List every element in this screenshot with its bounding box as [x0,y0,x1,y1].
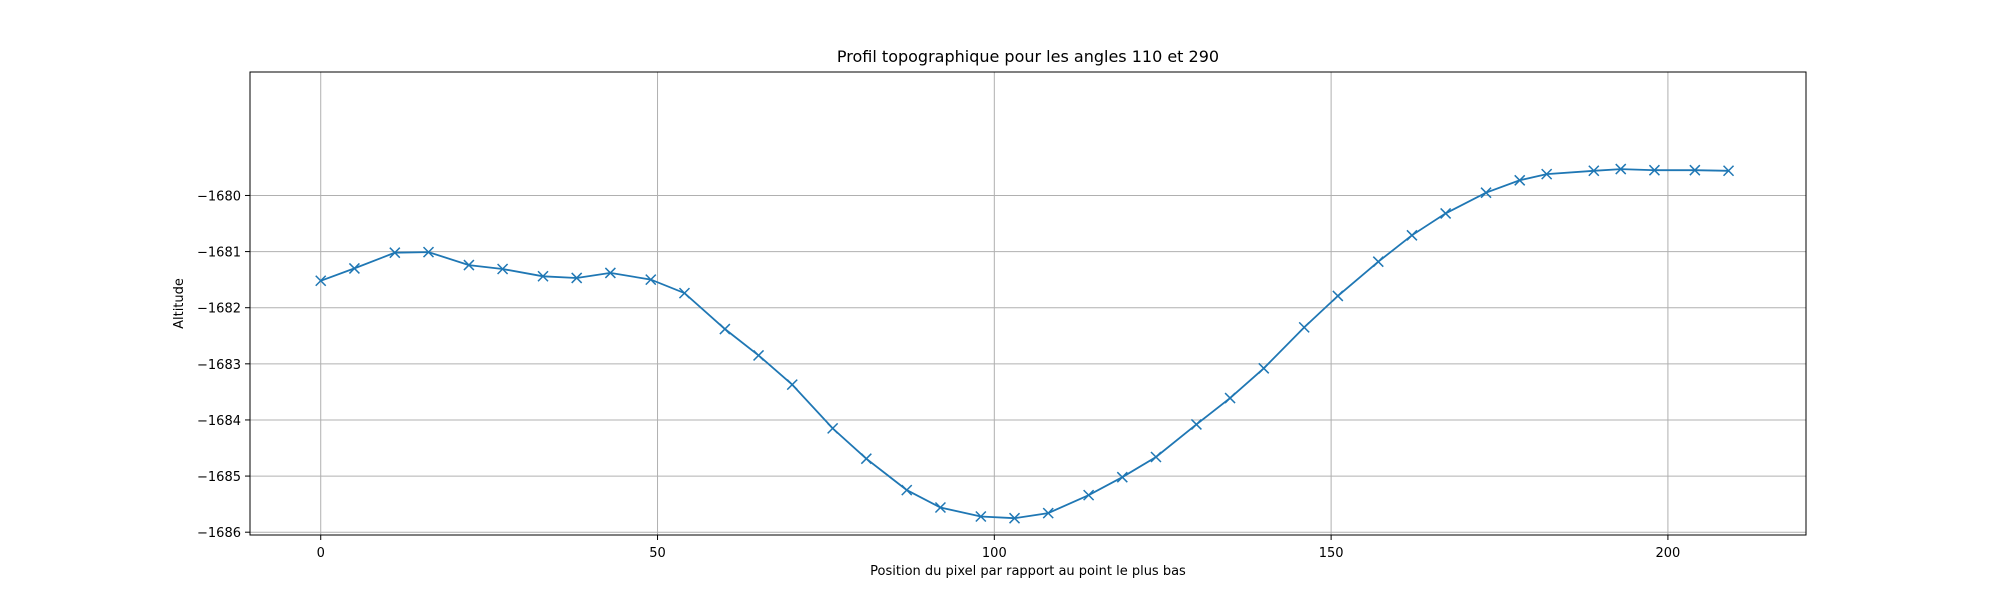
data-point [975,510,987,523]
data-point [786,379,798,391]
x-tick-label: 150 [1319,546,1344,561]
data-point [1372,256,1384,268]
data-point [1648,164,1660,176]
data-point [1588,165,1600,177]
data-point [348,262,360,274]
data-point [860,453,872,465]
y-tick-label: −1685 [197,470,241,485]
data-point [827,422,839,434]
data-point [678,287,690,299]
y-tick-label: −1682 [197,302,241,317]
y-tick-label: −1681 [197,246,241,261]
data-point [537,270,549,282]
data-point [1615,163,1627,175]
data-point [1689,164,1701,176]
x-axis-label: Position du pixel par rapport au point l… [870,564,1186,579]
series-line [320,168,1729,520]
data-point [497,263,509,275]
data-point [1258,362,1270,374]
data-point [753,349,765,361]
data-point [315,275,327,287]
series-layer [315,163,1735,524]
data-point [719,323,731,335]
data-point [1514,174,1526,186]
data-point [1440,207,1452,219]
chart-title: Profil topographique pour les angles 110… [837,47,1219,66]
data-point [604,267,616,279]
x-tick-label: 50 [649,546,666,561]
data-point [645,274,657,286]
data-point [1190,418,1202,430]
data-point [1042,507,1054,519]
y-tick-label: −1684 [197,414,241,429]
data-point [1406,229,1418,241]
data-point [1332,290,1344,302]
x-tick-label: 200 [1655,546,1680,561]
data-point [1116,471,1128,483]
data-point [1224,392,1236,404]
data-point [1723,165,1735,177]
data-point [901,484,913,496]
plot-frame [249,71,1807,536]
data-point [1480,187,1492,199]
data-point [1083,489,1095,501]
axis-ticks: 0 50 100 150 200 −1680 −1681 −1682 −1683 −1684 −16… [197,189,1680,561]
y-axis-label: Altitude [172,278,187,329]
y-tick-label: −1680 [197,189,241,204]
data-point [1541,168,1553,180]
grid [250,72,1806,535]
data-point [934,501,946,514]
y-tick-label: −1683 [197,358,241,373]
data-point [463,259,475,271]
x-tick-label: 0 [317,546,325,561]
data-point [1150,451,1162,463]
data-point [1008,512,1021,524]
x-tick-label: 100 [982,546,1007,561]
data-point [389,247,401,259]
data-point [1298,321,1310,333]
y-tick-label: −1686 [197,526,241,541]
data-point [571,272,583,284]
data-point [422,246,435,258]
